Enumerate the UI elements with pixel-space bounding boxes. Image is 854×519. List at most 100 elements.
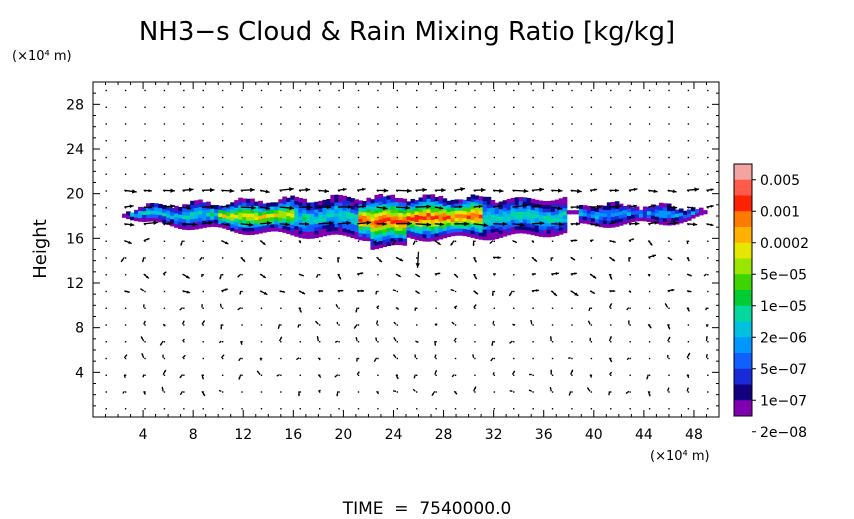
- cloud-cell: [186, 225, 191, 231]
- wind-arrow: [589, 290, 596, 295]
- wind-arrow: [337, 220, 352, 226]
- cloud-cell: [122, 213, 127, 218]
- cloud-cell: [506, 227, 512, 232]
- cloud-cell: [546, 222, 552, 227]
- cloud-cell: [354, 231, 360, 236]
- wind-arrow: [705, 324, 708, 328]
- cloud-cell: [398, 226, 404, 231]
- cloud-cell: [390, 216, 396, 221]
- cloud-cell: [198, 206, 203, 211]
- grid-point: [648, 341, 651, 343]
- grid-point: [474, 89, 476, 92]
- cloud-cell: [474, 209, 480, 214]
- cloud-cell: [594, 207, 600, 213]
- cloud-cell: [414, 217, 420, 223]
- cloud-cell: [298, 233, 303, 238]
- grid-point: [163, 357, 166, 360]
- grid-point: [396, 140, 399, 142]
- wind-arrow: [628, 187, 638, 192]
- wind-arrow: [492, 320, 495, 325]
- grid-point: [377, 156, 379, 159]
- cloud-cell: [506, 220, 512, 225]
- grid-point: [105, 123, 107, 125]
- wind-arrow: [512, 188, 529, 194]
- wind-arrow: [434, 206, 444, 210]
- grid-point: [396, 173, 399, 175]
- grid-point: [629, 223, 631, 226]
- cloud-cell: [498, 208, 504, 213]
- grid-point: [551, 274, 554, 276]
- cloud-cell: [582, 208, 588, 213]
- wind-arrow: [434, 272, 441, 275]
- grid-point: [260, 307, 263, 309]
- colorbar-swatch: [734, 400, 752, 417]
- cloud-cell: [298, 212, 303, 217]
- cloud-cell: [382, 210, 388, 215]
- cloud-cell: [598, 223, 604, 228]
- cloud-cell: [374, 202, 380, 207]
- cloud-cell: [478, 217, 484, 222]
- grid-point: [435, 374, 437, 376]
- grid-point: [338, 156, 340, 159]
- grid-point: [260, 156, 263, 159]
- cloud-cell: [454, 217, 460, 222]
- wind-arrow: [143, 220, 159, 226]
- cloud-cell: [434, 200, 440, 205]
- cloud-cell: [206, 201, 211, 206]
- wind-arrow: [376, 221, 387, 226]
- cloud-cell: [534, 228, 540, 233]
- cloud-cell: [682, 217, 688, 223]
- cloud-cell: [546, 229, 552, 234]
- cloud-cell: [398, 240, 404, 246]
- wind-arrow: [493, 221, 508, 227]
- wind-arrow: [124, 189, 137, 194]
- cloud-cell: [186, 208, 191, 213]
- grid-point: [493, 290, 496, 293]
- cloud-cell: [382, 200, 388, 205]
- cloud-cell: [570, 210, 576, 215]
- grid-point: [707, 89, 709, 92]
- cloud-cell: [530, 223, 536, 229]
- grid-point: [571, 156, 573, 159]
- cloud-cell: [498, 233, 504, 238]
- cloud-cell: [398, 219, 404, 224]
- cloud-cell: [694, 212, 700, 217]
- cloud-cell: [486, 211, 492, 216]
- wind-arrow: [318, 188, 330, 194]
- cloud-cell: [426, 201, 432, 206]
- grid-point: [590, 408, 593, 410]
- grid-point: [144, 290, 146, 293]
- cloud-cell: [370, 245, 376, 250]
- grid-point: [454, 106, 457, 108]
- y-tick-label: 8: [75, 321, 84, 337]
- cloud-cell: [258, 218, 263, 223]
- cloud-cell: [258, 229, 263, 234]
- cloud-cell: [450, 221, 456, 226]
- cloud-cell: [398, 233, 404, 239]
- wind-arrow: [122, 390, 125, 394]
- grid-point: [707, 173, 709, 175]
- cloud-cell: [490, 214, 496, 219]
- cloud-cell: [426, 208, 432, 214]
- grid-point: [513, 408, 515, 410]
- grid-point: [668, 140, 670, 142]
- grid-point: [163, 374, 166, 376]
- grid-point: [629, 173, 631, 175]
- cloud-cell: [450, 214, 456, 219]
- wind-arrow: [221, 288, 228, 292]
- cloud-cell: [474, 227, 480, 232]
- wind-arrow: [142, 257, 145, 263]
- cloud-cell: [338, 220, 343, 225]
- cloud-cell: [618, 210, 624, 216]
- cloud-cell: [254, 201, 259, 206]
- cloud-cell: [494, 209, 500, 215]
- cloud-cell: [330, 216, 335, 221]
- cloud-cell: [470, 201, 476, 206]
- wind-arrow: [163, 204, 176, 209]
- cloud-cell: [318, 207, 323, 213]
- wind-arrow: [628, 290, 632, 294]
- wind-arrow: [647, 273, 651, 277]
- cloud-cell: [474, 234, 480, 239]
- cloud-cell: [238, 204, 243, 210]
- cloud-cell: [426, 230, 432, 235]
